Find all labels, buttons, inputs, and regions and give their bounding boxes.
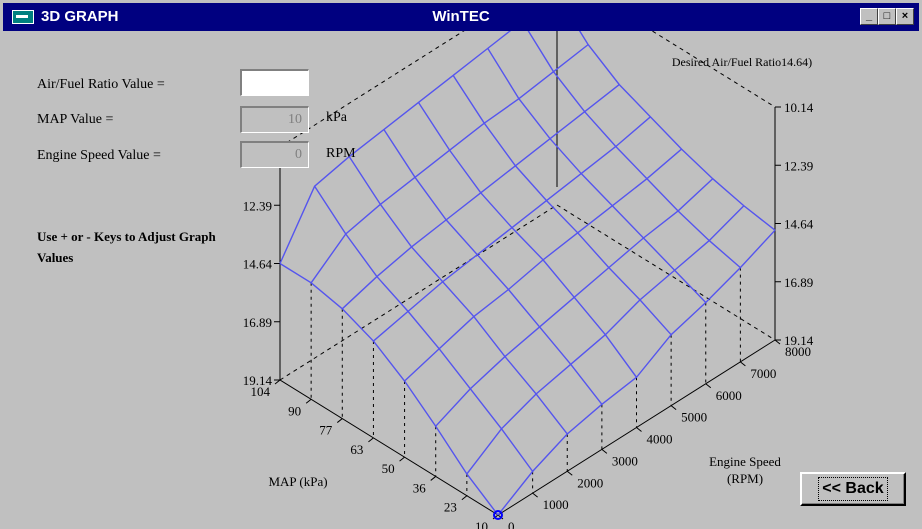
map-label: MAP Value = (37, 112, 114, 127)
rpm-tick-label: 7000 (750, 366, 776, 381)
maximize-button[interactable]: □ (878, 8, 896, 25)
map-tick-label: 23 (444, 500, 457, 515)
rpm-tick-label: 2000 (577, 475, 603, 490)
rpm-tick-label: 3000 (612, 453, 638, 468)
z-tick-label-right: 10.14 (784, 100, 814, 115)
surface-col-line (348, 156, 568, 435)
app-icon[interactable] (12, 10, 34, 24)
map-tick-label: 77 (319, 423, 333, 438)
map-tick (274, 379, 281, 385)
map-tick (368, 437, 374, 443)
rpm-tick-label: 0 (508, 519, 515, 529)
rpm-axis-title-unit: (RPM) (727, 471, 763, 486)
map-axis-line (279, 379, 499, 516)
rpm-tick-label: 8000 (785, 344, 811, 359)
rpm-tick-label: 5000 (681, 410, 707, 425)
z-tick-label-right: 16.89 (784, 275, 813, 290)
z-tick-label-left: 12.39 (243, 198, 272, 213)
afr-3d-graph[interactable]: 10.1412.3914.6416.8919.1410.1412.3914.64… (0, 31, 922, 529)
surface-col-line (487, 48, 707, 303)
rpm-tick-label: 1000 (543, 497, 569, 512)
speed-unit-label: RPM (326, 146, 356, 161)
map-tick-label: 104 (251, 384, 271, 399)
map-tick (305, 398, 312, 404)
floor-right-edge (556, 204, 776, 341)
z-tick-label-left: 16.89 (243, 315, 272, 330)
back-button[interactable]: << Back (800, 472, 906, 506)
surface-col-line (279, 262, 499, 516)
z-tick-label-right: 19.14 (784, 333, 814, 348)
close-button[interactable]: × (896, 8, 914, 25)
map-tick (461, 495, 468, 501)
rpm-tick (532, 492, 538, 498)
z-tick-label-right: 12.39 (784, 158, 813, 173)
rpm-tick (670, 405, 677, 411)
surface-row-line (310, 44, 589, 284)
map-value-input[interactable]: 10 (240, 106, 309, 133)
surface-col-line (417, 102, 638, 378)
map-tick-label: 10 (475, 519, 488, 529)
back-button-label: << Back (818, 477, 888, 501)
floor-back-edge (279, 204, 558, 381)
surface-col-line (452, 75, 672, 336)
current-cell-marker (493, 510, 503, 520)
surface-col-line (578, 31, 776, 231)
map-tick-label: 90 (288, 403, 301, 418)
keys-hint: Use + or - Keys to Adjust Graph Values (37, 229, 216, 265)
rpm-tick (774, 339, 781, 345)
surface-row-line (372, 116, 651, 342)
app-title: WinTEC (432, 8, 490, 25)
rpm-tick-label: 4000 (647, 432, 673, 447)
map-tick-label: 63 (350, 442, 363, 457)
speed-label: Engine Speed Value = (37, 148, 161, 163)
map-unit-label: kPa (326, 110, 347, 125)
speed-value-input[interactable]: 0 (240, 141, 309, 168)
z-tick-label-left: 19.14 (243, 373, 273, 388)
rpm-tick (705, 383, 712, 389)
map-tick-label: 50 (382, 461, 395, 476)
z-tick-label-right: 14.64 (784, 217, 814, 232)
title-bar[interactable]: 3D GRAPH WinTEC _ □ × (3, 3, 919, 31)
desired-afr-label: Desired Air/Fuel Ratio14.64) (672, 55, 812, 69)
rpm-tick (636, 427, 642, 432)
surface-col-line (527, 31, 741, 269)
rpm-tick (566, 470, 573, 476)
rpm-axis-title: Engine Speed (709, 454, 781, 469)
rpm-tick (601, 448, 608, 454)
afr-value-input[interactable] (240, 69, 309, 96)
map-tick (430, 476, 437, 481)
surface-row-line (435, 178, 714, 427)
back-wall-top (279, 31, 776, 148)
map-tick-label: 36 (413, 480, 427, 495)
window-title: 3D GRAPH (41, 8, 119, 25)
map-tick (336, 418, 343, 423)
surface-col-line (314, 185, 534, 472)
afr-label: Air/Fuel Ratio Value = (37, 77, 165, 92)
map-tick (399, 456, 405, 462)
minimize-button[interactable]: _ (860, 8, 878, 25)
rpm-tick (740, 361, 746, 367)
map-axis-title: MAP (kPa) (268, 474, 327, 489)
surface-row-line (466, 205, 745, 475)
surface-row-line (279, 31, 512, 264)
surface-row-line (404, 148, 683, 382)
surface-col-line (383, 129, 603, 405)
z-tick-label-left: 14.64 (243, 257, 273, 272)
rpm-tick-label: 6000 (716, 388, 742, 403)
